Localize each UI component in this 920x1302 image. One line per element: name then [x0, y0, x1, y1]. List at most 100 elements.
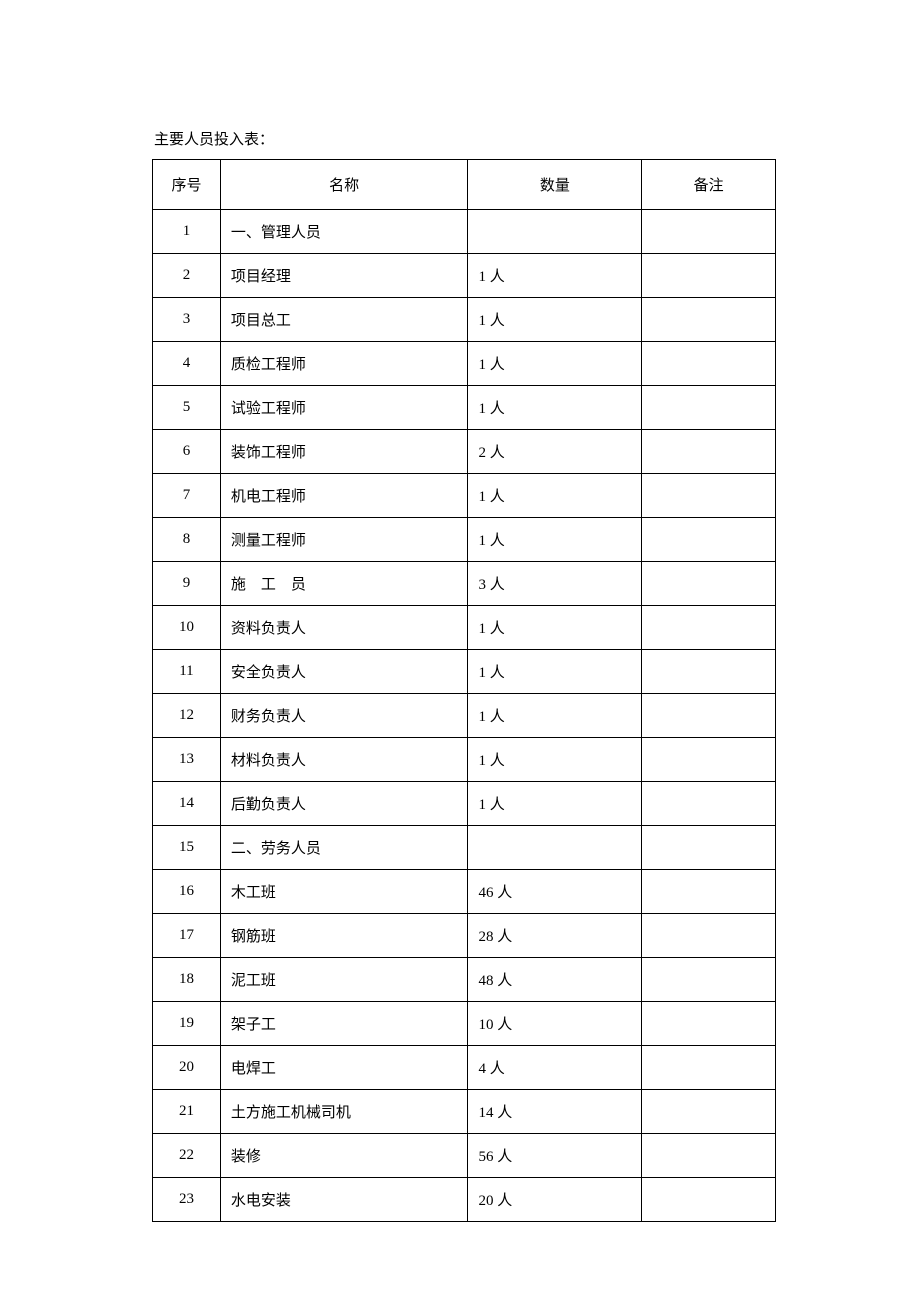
cell-seq: 15	[153, 826, 221, 870]
cell-qty: 3 人	[468, 562, 642, 606]
cell-seq: 17	[153, 914, 221, 958]
table-row: 4质检工程师1 人	[153, 342, 776, 386]
table-row: 9施 工 员3 人	[153, 562, 776, 606]
cell-name: 一、管理人员	[220, 210, 468, 254]
cell-qty: 1 人	[468, 518, 642, 562]
cell-remark	[642, 958, 776, 1002]
cell-name: 试验工程师	[220, 386, 468, 430]
cell-remark	[642, 386, 776, 430]
table-row: 10资料负责人1 人	[153, 606, 776, 650]
table-row: 20电焊工4 人	[153, 1046, 776, 1090]
cell-remark	[642, 298, 776, 342]
cell-seq: 16	[153, 870, 221, 914]
table-row: 7机电工程师1 人	[153, 474, 776, 518]
cell-remark	[642, 1134, 776, 1178]
cell-qty: 1 人	[468, 254, 642, 298]
cell-qty: 1 人	[468, 738, 642, 782]
cell-seq: 19	[153, 1002, 221, 1046]
cell-name: 质检工程师	[220, 342, 468, 386]
cell-name: 木工班	[220, 870, 468, 914]
cell-seq: 23	[153, 1178, 221, 1222]
cell-name: 材料负责人	[220, 738, 468, 782]
cell-seq: 10	[153, 606, 221, 650]
cell-name: 财务负责人	[220, 694, 468, 738]
cell-qty: 20 人	[468, 1178, 642, 1222]
cell-remark	[642, 518, 776, 562]
table-row: 15二、劳务人员	[153, 826, 776, 870]
cell-seq: 8	[153, 518, 221, 562]
cell-name: 安全负责人	[220, 650, 468, 694]
cell-seq: 7	[153, 474, 221, 518]
cell-remark	[642, 870, 776, 914]
table-row: 18泥工班48 人	[153, 958, 776, 1002]
cell-remark	[642, 1002, 776, 1046]
cell-seq: 2	[153, 254, 221, 298]
cell-qty: 1 人	[468, 298, 642, 342]
cell-seq: 12	[153, 694, 221, 738]
cell-qty: 1 人	[468, 606, 642, 650]
table-row: 1一、管理人员	[153, 210, 776, 254]
personnel-table: 序号 名称 数量 备注 1一、管理人员2项目经理1 人3项目总工1 人4质检工程…	[152, 159, 776, 1222]
table-row: 14后勤负责人1 人	[153, 782, 776, 826]
cell-remark	[642, 1046, 776, 1090]
cell-qty: 1 人	[468, 650, 642, 694]
cell-seq: 22	[153, 1134, 221, 1178]
cell-name: 钢筋班	[220, 914, 468, 958]
table-row: 16木工班46 人	[153, 870, 776, 914]
table-row: 11安全负责人1 人	[153, 650, 776, 694]
table-row: 13材料负责人1 人	[153, 738, 776, 782]
cell-seq: 1	[153, 210, 221, 254]
cell-qty: 48 人	[468, 958, 642, 1002]
table-row: 17钢筋班28 人	[153, 914, 776, 958]
table-row: 8测量工程师1 人	[153, 518, 776, 562]
cell-remark	[642, 606, 776, 650]
cell-qty: 1 人	[468, 474, 642, 518]
cell-name: 资料负责人	[220, 606, 468, 650]
cell-remark	[642, 562, 776, 606]
table-row: 23水电安装20 人	[153, 1178, 776, 1222]
cell-name: 项目经理	[220, 254, 468, 298]
header-qty: 数量	[468, 160, 642, 210]
cell-qty	[468, 826, 642, 870]
cell-remark	[642, 210, 776, 254]
cell-seq: 11	[153, 650, 221, 694]
header-remark: 备注	[642, 160, 776, 210]
cell-seq: 9	[153, 562, 221, 606]
cell-remark	[642, 826, 776, 870]
cell-seq: 6	[153, 430, 221, 474]
cell-qty: 28 人	[468, 914, 642, 958]
cell-remark	[642, 430, 776, 474]
cell-qty: 1 人	[468, 386, 642, 430]
cell-name: 电焊工	[220, 1046, 468, 1090]
table-row: 21土方施工机械司机14 人	[153, 1090, 776, 1134]
cell-seq: 20	[153, 1046, 221, 1090]
cell-seq: 13	[153, 738, 221, 782]
cell-seq: 4	[153, 342, 221, 386]
cell-seq: 3	[153, 298, 221, 342]
cell-name: 架子工	[220, 1002, 468, 1046]
table-title: 主要人员投入表：	[152, 128, 776, 149]
cell-name: 后勤负责人	[220, 782, 468, 826]
cell-qty: 14 人	[468, 1090, 642, 1134]
table-row: 3项目总工1 人	[153, 298, 776, 342]
table-row: 5试验工程师1 人	[153, 386, 776, 430]
cell-seq: 18	[153, 958, 221, 1002]
cell-qty: 4 人	[468, 1046, 642, 1090]
cell-qty: 10 人	[468, 1002, 642, 1046]
cell-name: 二、劳务人员	[220, 826, 468, 870]
cell-remark	[642, 1090, 776, 1134]
cell-qty: 1 人	[468, 342, 642, 386]
cell-qty: 56 人	[468, 1134, 642, 1178]
cell-name: 测量工程师	[220, 518, 468, 562]
cell-remark	[642, 738, 776, 782]
cell-remark	[642, 474, 776, 518]
table-body: 1一、管理人员2项目经理1 人3项目总工1 人4质检工程师1 人5试验工程师1 …	[153, 210, 776, 1222]
header-seq: 序号	[153, 160, 221, 210]
cell-remark	[642, 342, 776, 386]
cell-remark	[642, 650, 776, 694]
table-row: 22装修56 人	[153, 1134, 776, 1178]
cell-name: 机电工程师	[220, 474, 468, 518]
cell-remark	[642, 1178, 776, 1222]
cell-name: 水电安装	[220, 1178, 468, 1222]
cell-qty: 1 人	[468, 782, 642, 826]
